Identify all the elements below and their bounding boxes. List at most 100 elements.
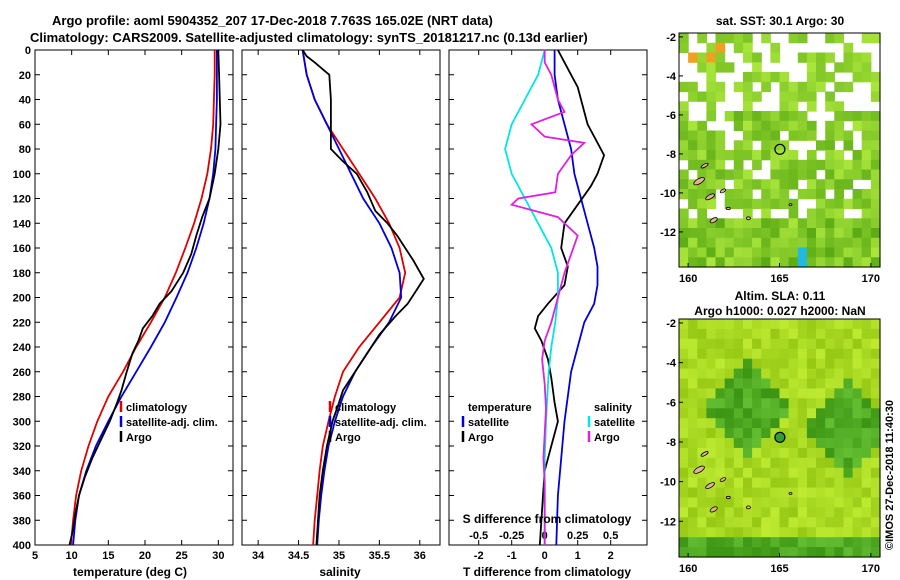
map-cell [797, 378, 808, 389]
map-cell [679, 338, 689, 350]
map-cell [715, 447, 726, 459]
map-cell [816, 257, 826, 268]
y-tick-label: 400 [13, 540, 31, 552]
y-tick-label: -2 [666, 32, 676, 44]
map-cell [834, 33, 844, 44]
map-cell [788, 319, 799, 330]
map-cell [679, 189, 689, 200]
map-cell [770, 228, 781, 239]
map-cell [806, 247, 817, 258]
map-cell [733, 398, 744, 409]
map-cell [806, 189, 817, 200]
map-cell [806, 457, 817, 469]
map-cell [743, 338, 753, 350]
map-cell [779, 140, 790, 151]
legend-argo-label: Argo [126, 432, 152, 444]
map-cell [788, 418, 799, 429]
map-cell [870, 198, 881, 210]
map-cell [797, 447, 808, 459]
map-cell [825, 208, 835, 219]
map-cell [697, 33, 707, 44]
map-cell [816, 378, 826, 389]
island [693, 177, 705, 186]
map-cell [743, 169, 753, 180]
map-cell [724, 228, 735, 239]
map-cell [688, 477, 698, 489]
y-tick-label: -8 [666, 437, 676, 449]
map-cell [715, 398, 726, 409]
map-cell [679, 169, 689, 180]
map-cell [870, 228, 881, 239]
map-cell [770, 179, 781, 190]
map-cell [715, 319, 726, 330]
map-cell [788, 150, 799, 161]
map-cell [770, 388, 781, 399]
map-cell [852, 228, 863, 239]
map-cell [733, 358, 744, 370]
map-cell [870, 111, 881, 122]
map-cell [861, 398, 872, 409]
map-cell [779, 418, 790, 429]
map-cell [715, 457, 726, 469]
map-cell [852, 507, 863, 518]
map-cell [816, 81, 826, 93]
map-cell [688, 527, 698, 538]
map-cell [743, 111, 753, 122]
map-cell [779, 358, 790, 370]
map-cell [752, 159, 762, 171]
map-cell [806, 120, 817, 132]
x-tick-label: 170 [862, 563, 880, 575]
map-cell [733, 348, 744, 360]
map-cell [679, 527, 689, 538]
map-cell [825, 159, 835, 171]
legend-s-argo-label: Argo [594, 432, 620, 444]
figure-title-line1: Argo profile: aoml 5904352_207 17-Dec-20… [52, 13, 493, 28]
map-cell [733, 33, 744, 44]
map-cell [706, 547, 717, 558]
map-cell [797, 228, 808, 239]
map-cell [861, 527, 872, 538]
legend-t-argo-label: Argo [468, 432, 494, 444]
map-cell [706, 438, 717, 449]
temperature-plot-frame [34, 49, 234, 546]
map-cell [861, 33, 872, 44]
map-cell [852, 398, 863, 409]
map-cell [870, 447, 881, 459]
map-cell [733, 228, 744, 239]
map-cell [779, 179, 790, 190]
map-cell [843, 247, 854, 258]
map-cell [733, 487, 744, 499]
map-cell [843, 368, 854, 380]
map-cell [870, 467, 881, 479]
map-cell [797, 348, 808, 360]
map-cell [806, 428, 817, 439]
map-cell [743, 198, 753, 210]
map-cell [788, 169, 799, 180]
map-cell [852, 159, 863, 171]
map-cell [706, 348, 717, 360]
map-cell [825, 237, 835, 249]
island [725, 495, 731, 500]
map-cell [706, 497, 717, 508]
map-cell [779, 507, 790, 518]
map-cell [779, 388, 790, 399]
map-cell [870, 81, 881, 93]
map-cell [816, 159, 826, 171]
temperature-panel: 5 10 15 20 25 3002040608010012014016018020022… [13, 45, 234, 579]
map-cell [797, 169, 808, 180]
map-cell [679, 247, 689, 258]
map-cell [770, 72, 781, 83]
map-cell [870, 120, 881, 132]
map-cell [679, 507, 689, 518]
map-cell [706, 428, 717, 439]
island [693, 465, 705, 474]
map-cell [724, 418, 735, 429]
map-cell [816, 408, 826, 419]
map-cell [752, 438, 762, 449]
map-cell [870, 537, 881, 548]
map-cell [870, 33, 881, 44]
map-cell [806, 228, 817, 239]
map-cell [788, 348, 799, 360]
argo-location-marker [774, 143, 786, 155]
map-cell [679, 328, 689, 340]
